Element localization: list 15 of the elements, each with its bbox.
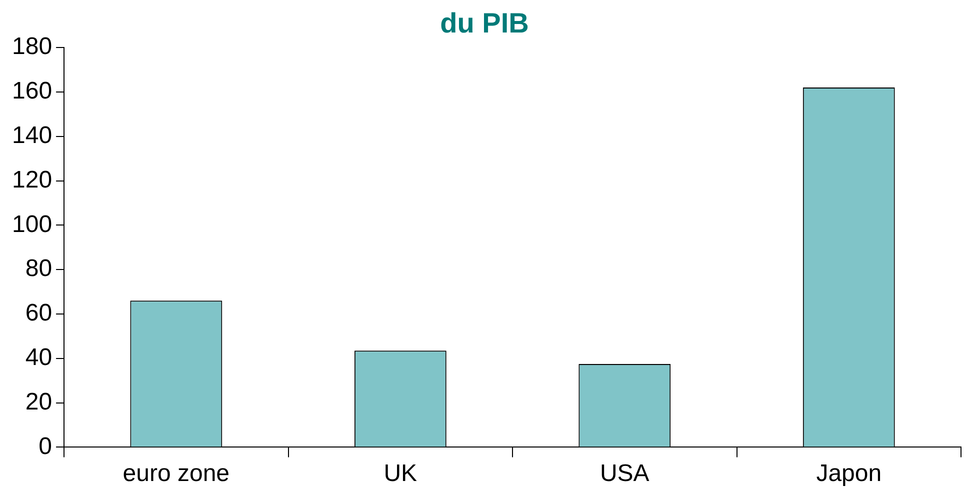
y-tick-label: 60 [25,300,52,327]
y-tick-label: 100 [12,210,52,238]
x-tick-label: Japon [816,460,882,488]
x-tick-label: USA [600,460,650,488]
y-tick-label: 120 [12,166,52,194]
y-tick-label: 0 [38,432,52,460]
y-tick-label: 140 [12,122,52,150]
y-tick-label: 180 [12,33,52,60]
chart-title: du PIB [440,8,529,39]
x-tick-label: euro zone [122,460,230,488]
y-tick-label: 160 [12,78,52,105]
x-tick-label: UK [384,460,418,488]
y-tick-label: 40 [25,344,52,372]
y-tick-label: 80 [25,255,52,282]
y-tick-label: 20 [25,388,52,416]
